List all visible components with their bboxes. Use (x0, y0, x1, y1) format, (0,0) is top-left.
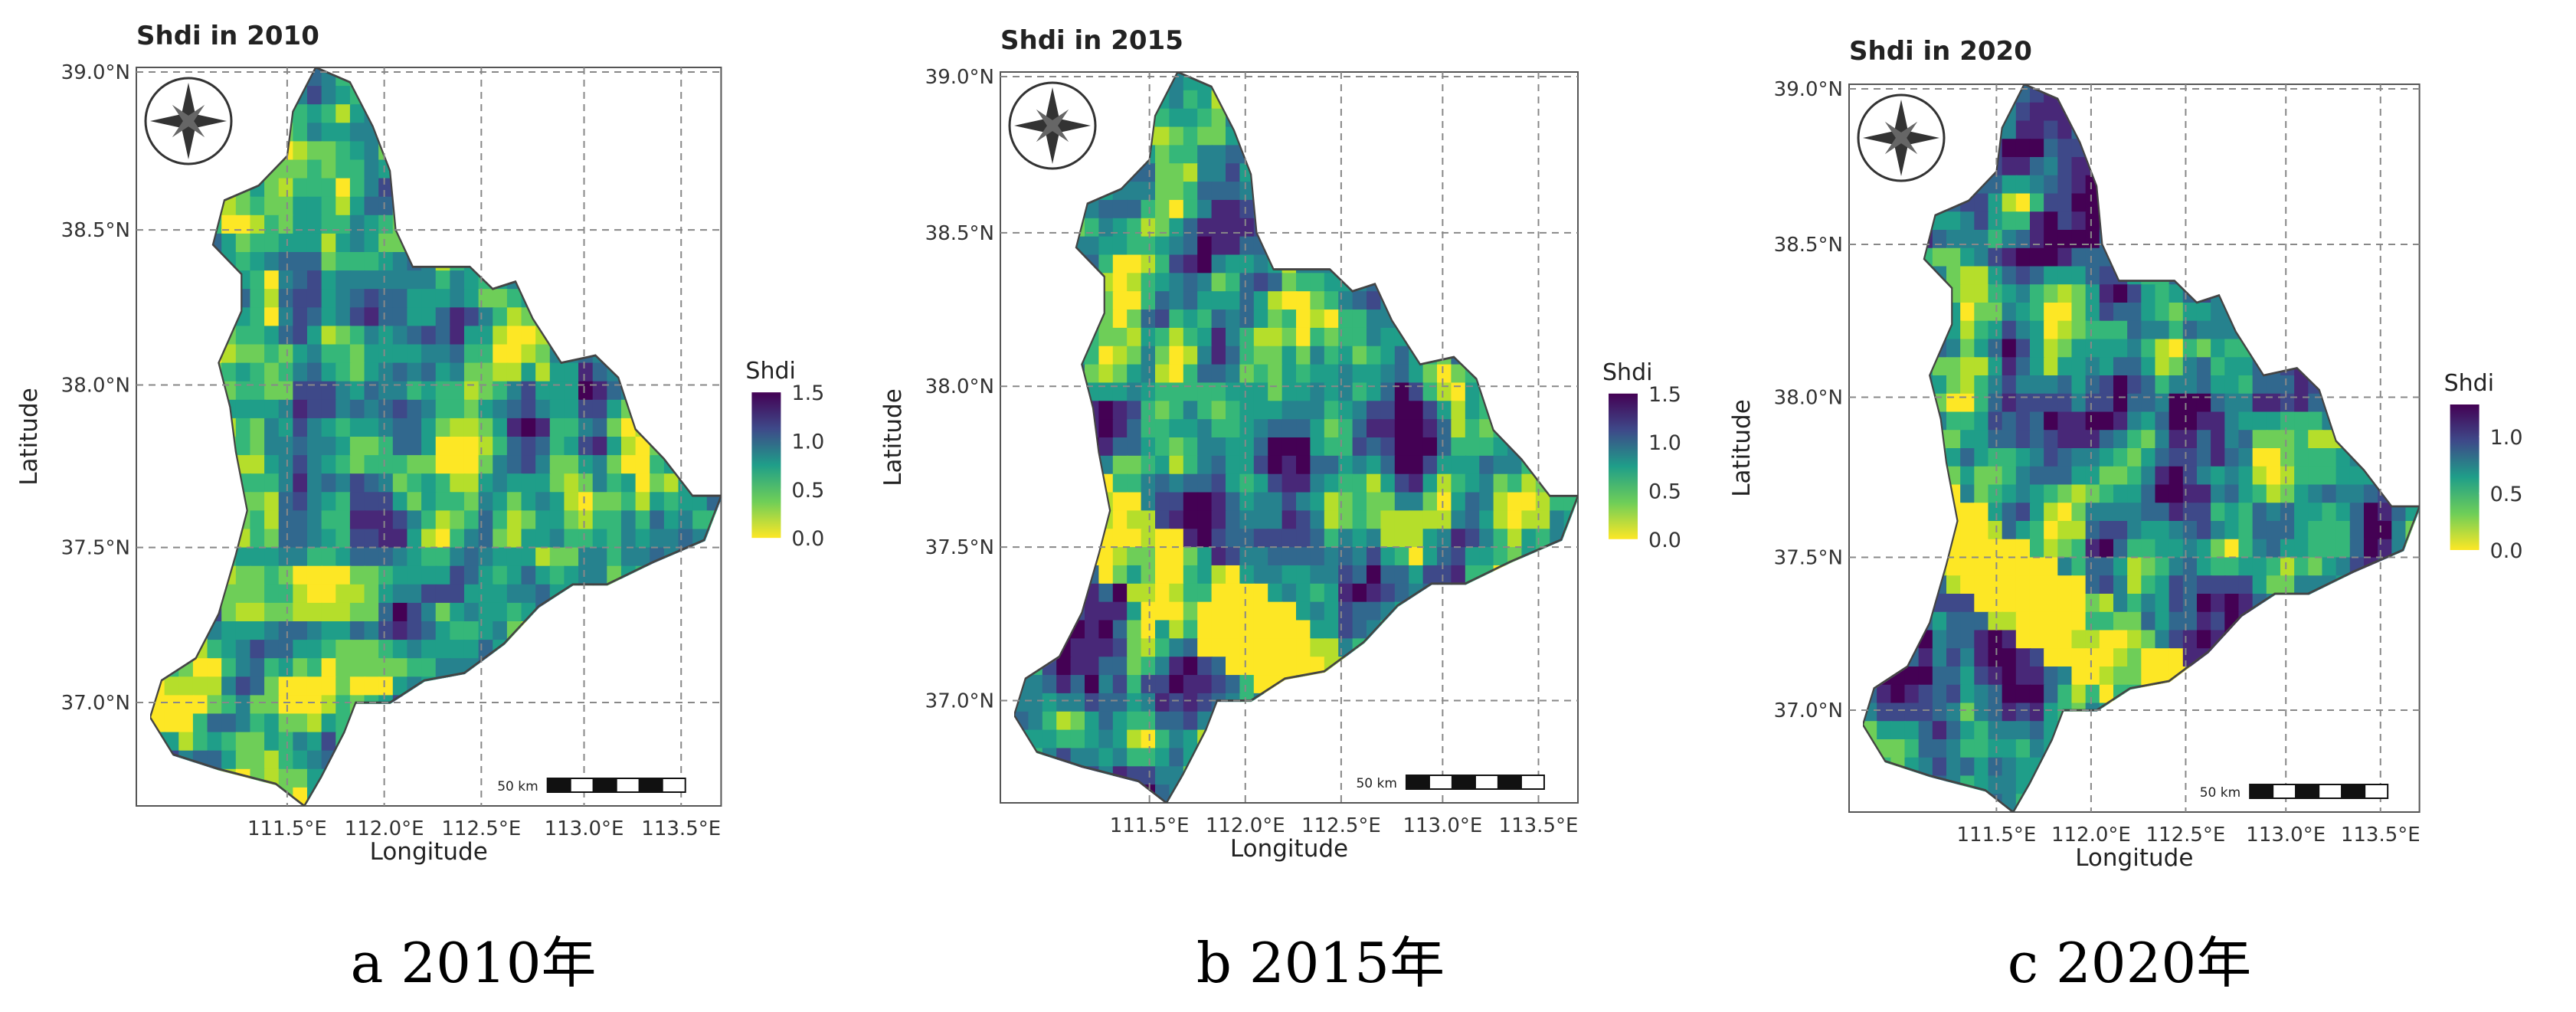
legend-title: Shdi (2444, 370, 2494, 397)
y-tick-label: 38.5°N (1774, 234, 1843, 257)
compass-rose-icon (1008, 81, 1097, 170)
y-tick-label: 37.0°N (1774, 699, 1843, 722)
y-axis-label: Latitude (15, 388, 43, 486)
legend-colorbar (2450, 404, 2479, 550)
x-tick-label: 112.5°E (1301, 814, 1381, 837)
x-axis-label: Longitude (370, 838, 488, 866)
y-tick-label: 38.5°N (61, 219, 130, 242)
legend-colorbar (1609, 393, 1638, 539)
scale-bar-label: 50 km (497, 779, 538, 794)
compass-rose-icon (1857, 93, 1946, 182)
y-tick-label: 38.5°N (925, 222, 994, 245)
graticule: 111.5°E 112.0°E 112.5°E 113.0°E 113.5°E 39.0°… (61, 61, 722, 840)
scale-bar-label: 50 km (2200, 785, 2240, 801)
legend-tick-label: 1.5 (1648, 383, 1681, 407)
y-axis-label: Latitude (879, 388, 907, 486)
x-tick-label: 113.0°E (1403, 814, 1482, 837)
panel-title: Shdi in 2015 (1000, 25, 1183, 56)
legend-tick-label: 0.0 (1648, 529, 1681, 552)
x-tick-label: 112.0°E (2051, 824, 2131, 847)
y-tick-label: 39.0°N (925, 66, 994, 89)
y-tick-label: 38.0°N (1774, 387, 1843, 410)
y-tick-label: 37.5°N (925, 536, 994, 559)
legend-tick-label: 1.0 (791, 430, 824, 454)
panel-title: Shdi in 2010 (136, 21, 319, 51)
legend-tick-label: 0.5 (1648, 480, 1681, 503)
graticule: 111.5°E 112.0°E 112.5°E 113.0°E 113.5°E 39.0°… (1774, 78, 2421, 847)
legend-tick-label: 1.0 (2490, 426, 2523, 450)
scale-bar: 50 km (497, 778, 686, 794)
x-tick-label: 112.0°E (1206, 814, 1285, 837)
x-axis-label: Longitude (2075, 844, 2193, 872)
panel-caption: a 2010年 (350, 931, 596, 995)
x-tick-label: 113.0°E (545, 817, 624, 840)
x-tick-label: 111.5°E (1110, 814, 1190, 837)
x-tick-label: 111.5°E (1956, 824, 2036, 847)
x-tick-label: 111.5°E (247, 817, 327, 840)
y-tick-label: 38.0°N (925, 375, 994, 398)
x-tick-label: 112.5°E (2146, 824, 2226, 847)
map-panel-2020: Shdi in 2020 111.5°E 112.0°E 112.5°E 113.0°… (1728, 36, 2523, 995)
legend-tick-label: 0.5 (2490, 483, 2523, 506)
y-axis-label: Latitude (1728, 399, 1756, 497)
x-tick-label: 113.5°E (2341, 824, 2421, 847)
x-tick-label: 112.0°E (345, 817, 424, 840)
panel-caption: c 2020年 (2008, 931, 2251, 995)
scale-bar: 50 km (2200, 784, 2389, 801)
y-tick-label: 37.5°N (61, 537, 130, 560)
x-tick-label: 113.0°E (2246, 824, 2326, 847)
x-tick-label: 112.5°E (441, 817, 521, 840)
legend-tick-label: 0.5 (791, 479, 824, 503)
scale-bar: 50 km (1356, 775, 1545, 791)
x-tick-label: 113.5°E (641, 817, 721, 840)
y-tick-label: 38.0°N (61, 375, 130, 398)
compass-rose-icon (144, 77, 233, 165)
y-tick-label: 37.0°N (925, 689, 994, 712)
x-tick-label: 113.5°E (1499, 814, 1579, 837)
panel-caption: b 2015年 (1196, 931, 1445, 995)
y-tick-label: 37.5°N (1774, 547, 1843, 570)
legend-tick-label: 0.0 (791, 527, 824, 551)
legend-colorbar (751, 392, 781, 539)
map-panel-2010: Shdi in 2010 111.5°E 112.0°E 112.5°E 113.0°… (15, 21, 824, 995)
legend-tick-label: 1.0 (1648, 431, 1681, 455)
graticule: 111.5°E 112.0°E 112.5°E 113.0°E 113.5°E 39.0°… (925, 66, 1579, 837)
y-tick-label: 39.0°N (61, 61, 130, 84)
legend-tick-label: 1.5 (791, 382, 824, 405)
color-legend: Shdi 1.0 0.5 0.0 (2444, 370, 2523, 563)
x-axis-label: Longitude (1230, 835, 1348, 863)
y-tick-label: 39.0°N (1774, 78, 1843, 101)
legend-title: Shdi (1602, 359, 1652, 386)
legend-title: Shdi (745, 358, 795, 385)
scale-bar-label: 50 km (1356, 776, 1396, 791)
map-panel-2015: Shdi in 2015 111.5°E 112.0°E 112.5°E 113.0°… (879, 25, 1681, 995)
y-tick-label: 37.0°N (61, 692, 130, 715)
legend-tick-label: 0.0 (2490, 539, 2523, 563)
panel-title: Shdi in 2020 (1849, 36, 2032, 67)
